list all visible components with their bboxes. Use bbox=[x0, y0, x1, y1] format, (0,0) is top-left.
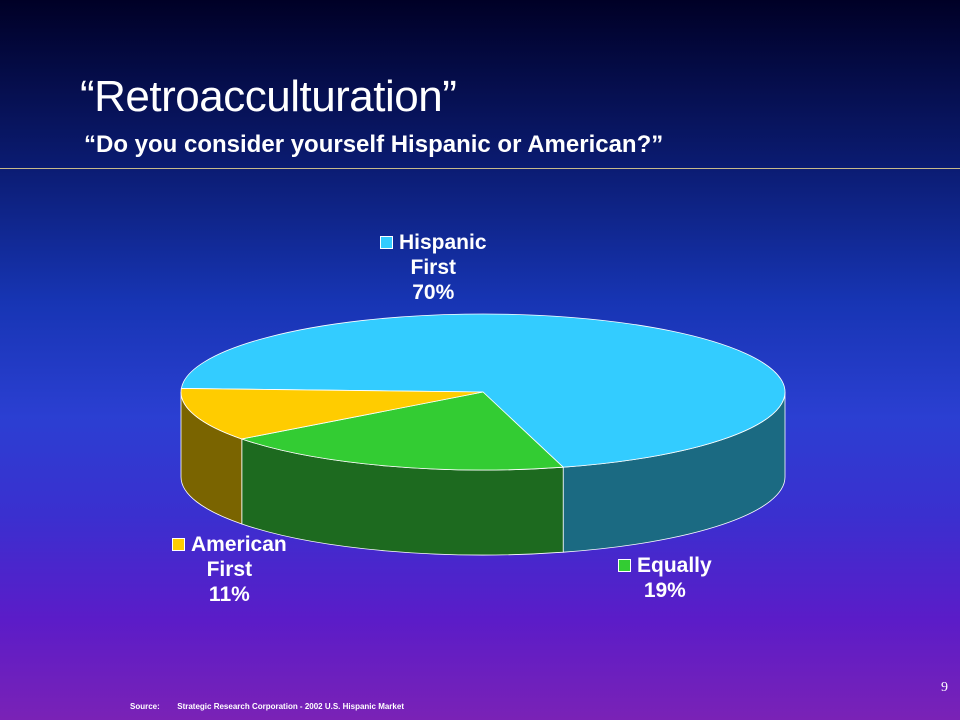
slide-subtitle: “Do you consider yourself Hispanic or Am… bbox=[84, 131, 664, 158]
legend-label-american-line2: First bbox=[206, 558, 253, 581]
legend-swatch-hispanic bbox=[380, 236, 393, 249]
legend-equally: Equally 19% bbox=[618, 553, 712, 603]
slide-title: “Retroacculturation” bbox=[80, 72, 457, 121]
legend-label-hispanic: Hispanic bbox=[399, 231, 487, 254]
legend-swatch-american bbox=[172, 538, 185, 551]
legend-pct-hispanic: 70% bbox=[412, 281, 455, 304]
source-text: Strategic Research Corporation - 2002 U.… bbox=[177, 702, 404, 711]
source-label: Source: bbox=[130, 702, 160, 711]
pie-slice-hispanic-first bbox=[180, 313, 786, 468]
legend-label-equally: Equally bbox=[637, 554, 712, 577]
legend-pct-equally: 19% bbox=[643, 579, 686, 602]
title-divider bbox=[0, 168, 960, 169]
pie-slice-equally bbox=[240, 391, 565, 471]
legend-pct-american: 11% bbox=[208, 583, 250, 606]
legend-hispanic-first: Hispanic First 70% bbox=[380, 230, 487, 305]
legend-label-hispanic-line2: First bbox=[410, 256, 457, 279]
source-note: Source: Strategic Research Corporation -… bbox=[130, 702, 404, 711]
legend-swatch-equally bbox=[618, 559, 631, 572]
page-number: 9 bbox=[941, 680, 948, 695]
legend-label-american: American bbox=[191, 533, 287, 556]
legend-american-first: American First 11% bbox=[172, 532, 287, 607]
pie-slice-american-first bbox=[180, 388, 484, 440]
